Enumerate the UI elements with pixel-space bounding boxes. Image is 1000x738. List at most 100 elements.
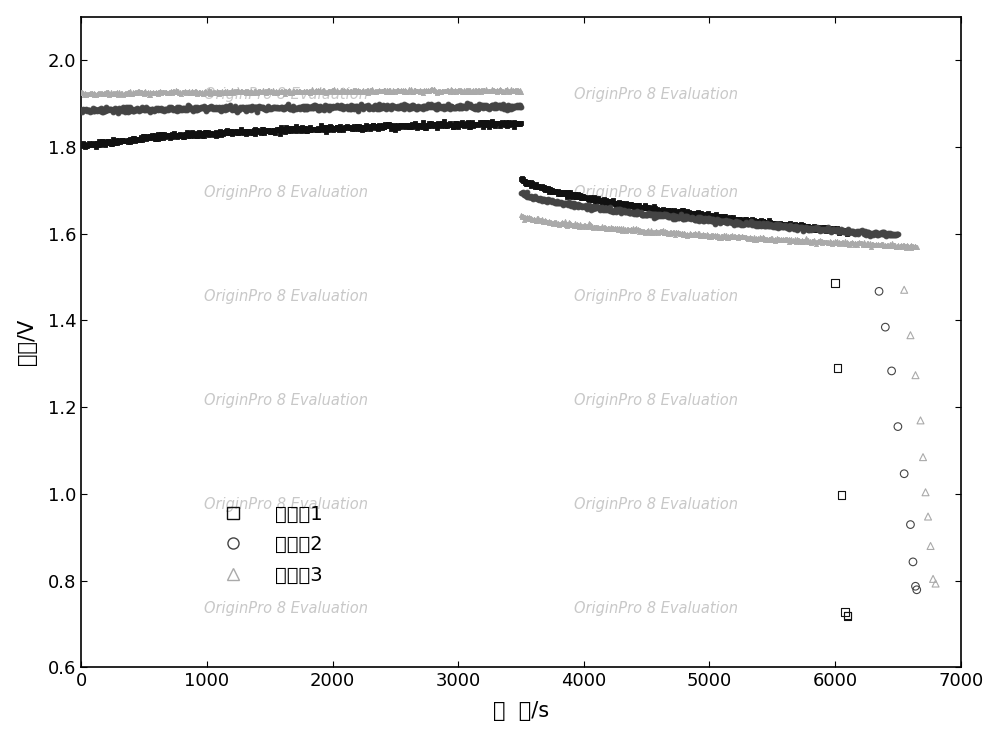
Point	[618, 225, 634, 237]
实施例3	[133, 86, 149, 97]
Point	[872, 238, 888, 250]
Point	[640, 224, 656, 236]
Point	[577, 190, 593, 202]
实施例3	[156, 86, 172, 98]
实施例2	[81, 104, 97, 116]
实施例2	[242, 101, 258, 113]
实施例3	[121, 86, 137, 98]
Point	[894, 241, 910, 252]
Point	[540, 183, 556, 195]
实施例2	[84, 105, 100, 117]
Point	[734, 218, 750, 230]
Point	[816, 224, 832, 235]
实施例1	[354, 124, 370, 136]
Point	[711, 232, 727, 244]
实施例2	[390, 102, 406, 114]
Point	[658, 227, 674, 238]
实施例3	[353, 86, 369, 97]
实施例2	[446, 102, 462, 114]
实施例3	[238, 87, 254, 99]
实施例2	[433, 102, 449, 114]
实施例1	[470, 118, 486, 130]
Point	[749, 216, 765, 228]
Point	[787, 233, 803, 245]
实施例2	[205, 101, 221, 113]
实施例3	[465, 86, 481, 98]
实施例3	[225, 86, 241, 98]
实施例1	[409, 123, 425, 134]
实施例2	[191, 102, 207, 114]
实施例1	[398, 120, 414, 132]
实施例1	[460, 117, 476, 128]
实施例2	[93, 102, 109, 114]
实施例1	[138, 134, 154, 145]
Point	[561, 196, 577, 208]
实施例3	[430, 85, 446, 97]
实施例2	[92, 103, 108, 115]
Point	[662, 226, 678, 238]
实施例2	[412, 101, 428, 113]
Point	[646, 202, 662, 214]
实施例1	[247, 123, 263, 135]
Point	[536, 184, 552, 196]
实施例1	[177, 128, 193, 140]
实施例1	[342, 122, 358, 134]
实施例1	[149, 130, 165, 142]
实施例2	[203, 100, 219, 112]
Point	[729, 214, 745, 226]
实施例3	[445, 86, 461, 97]
实施例3	[109, 89, 125, 100]
实施例3	[393, 85, 409, 97]
Point	[531, 182, 547, 193]
Point	[752, 219, 768, 231]
Point	[741, 218, 757, 230]
Point	[629, 224, 645, 236]
Point	[800, 221, 816, 232]
实施例2	[340, 103, 356, 114]
实施例1	[399, 119, 415, 131]
Point	[598, 195, 614, 207]
实施例2	[265, 101, 281, 113]
实施例3	[161, 87, 177, 99]
Point	[750, 219, 766, 231]
Point	[849, 239, 865, 251]
实施例2	[366, 100, 382, 112]
实施例1	[194, 127, 210, 139]
实施例1	[413, 119, 429, 131]
Point	[684, 229, 700, 241]
Point	[741, 215, 757, 227]
实施例1	[208, 126, 224, 138]
Point	[619, 200, 635, 212]
实施例1	[125, 133, 141, 145]
Point	[881, 229, 897, 241]
Point	[766, 218, 782, 230]
实施例2	[495, 98, 511, 110]
Point	[794, 236, 810, 248]
Point	[677, 213, 693, 225]
实施例1	[451, 118, 467, 130]
Point	[627, 224, 643, 235]
实施例2	[170, 104, 186, 116]
实施例3	[266, 86, 282, 98]
实施例3	[218, 86, 234, 98]
Point	[788, 221, 804, 232]
实施例1	[372, 120, 388, 132]
实施例3	[186, 87, 202, 99]
Point	[732, 217, 748, 229]
实施例1	[387, 121, 403, 133]
Point	[590, 201, 606, 213]
Point	[814, 224, 830, 236]
Point	[600, 222, 616, 234]
Point	[850, 226, 866, 238]
Point	[879, 229, 895, 241]
实施例1	[88, 142, 104, 154]
实施例2	[198, 105, 214, 117]
Point	[575, 200, 591, 212]
Point	[865, 227, 881, 239]
Point	[657, 206, 673, 218]
实施例3	[310, 86, 326, 98]
实施例2	[106, 103, 122, 115]
实施例2	[153, 104, 169, 116]
Point	[806, 223, 822, 235]
实施例3	[178, 87, 194, 99]
